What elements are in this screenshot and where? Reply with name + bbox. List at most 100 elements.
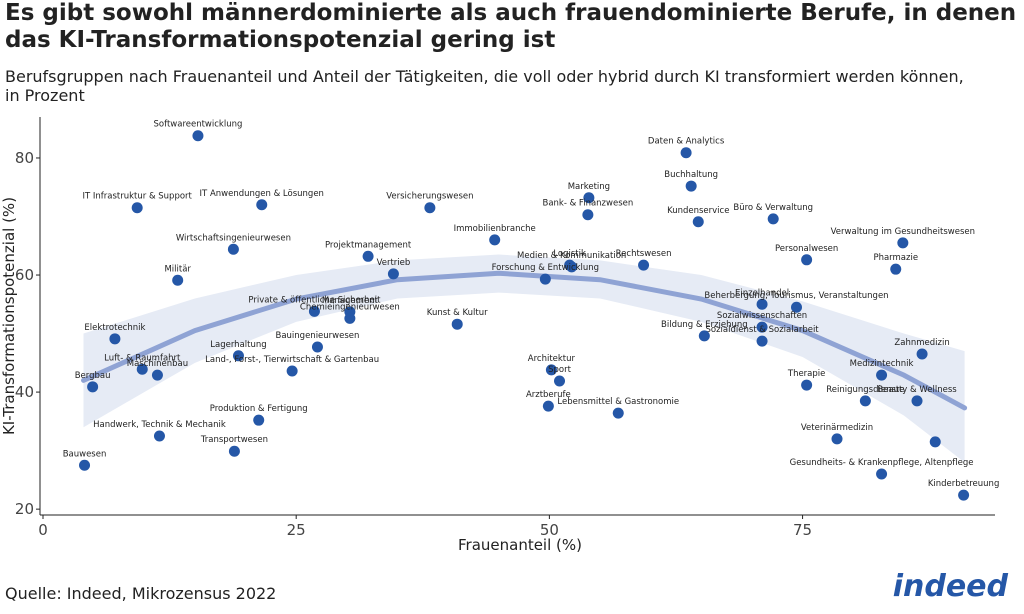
x-tick-label: 0 — [38, 521, 48, 539]
point — [790, 301, 802, 313]
point — [911, 395, 923, 407]
subtitle: Berufsgruppen nach Frauenanteil und Ante… — [5, 67, 964, 86]
point — [612, 407, 624, 419]
y-tick-label: 20 — [15, 500, 34, 518]
point-label: IT Infrastruktur & Support — [82, 192, 192, 202]
point — [876, 468, 888, 480]
point-label: Softwareentwicklung — [154, 120, 243, 130]
point-label: Vertrieb — [377, 258, 411, 268]
point-label: Zahnmedizin — [894, 338, 949, 348]
point-label: Architektur — [528, 354, 576, 364]
point-label: Daten & Analytics — [648, 137, 725, 147]
point — [308, 305, 320, 317]
y-tick-label: 80 — [15, 149, 34, 167]
point-label: Sozialdienst & Sozialarbeit — [705, 325, 819, 335]
point — [362, 250, 374, 262]
title: das KI-Transformationspotenzial gering i… — [5, 27, 555, 53]
point-label: Forschung & Entwicklung — [492, 263, 600, 273]
point-label: Rechtswesen — [616, 249, 672, 259]
point — [424, 202, 436, 214]
y-tick-label: 60 — [15, 266, 34, 284]
point-label: Medizintechnik — [850, 359, 914, 369]
point-label: Logistik — [553, 249, 586, 259]
point-label: Verwaltung im Gesundheitswesen — [831, 227, 975, 237]
point — [228, 445, 240, 457]
point-label: Maschinenbau — [127, 359, 188, 369]
source: Quelle: Indeed, Mikrozensus 2022 — [5, 584, 276, 603]
point-label: Reinigungsdienste — [826, 385, 904, 395]
point-label: Bank- & Finanzwesen — [542, 199, 633, 209]
point — [542, 400, 554, 412]
confidence-band — [83, 254, 965, 463]
x-tick-label: 25 — [287, 521, 306, 539]
point — [172, 274, 184, 286]
point-label: Lagerhaltung — [210, 340, 266, 350]
point-label: Produktion & Fertigung — [210, 404, 308, 414]
point — [151, 369, 163, 381]
point-label: Beauty & Wellness — [877, 385, 957, 395]
point-label: Versicherungswesen — [386, 192, 473, 202]
point-label: Lebensmittel & Gastronomie — [557, 397, 679, 407]
point — [253, 414, 265, 426]
logo: indeed — [893, 569, 1009, 604]
point — [79, 459, 91, 471]
point — [756, 298, 768, 310]
point — [756, 321, 768, 333]
point — [916, 348, 928, 360]
point — [489, 234, 501, 246]
point-label: Veterinärmedizin — [801, 423, 873, 433]
point — [876, 369, 888, 381]
point — [897, 237, 909, 249]
point — [698, 330, 710, 342]
point-label: Chemieingenieurwesen — [300, 302, 400, 312]
point — [767, 213, 779, 225]
point — [87, 381, 99, 393]
point-label: Marketing — [568, 182, 610, 192]
x-tick-label: 75 — [793, 521, 812, 539]
point-label: Private & öffentliche Sicherheit — [248, 295, 381, 305]
point-label: Kunst & Kultur — [427, 308, 488, 318]
point — [692, 216, 704, 228]
point-label: Immobilienbranche — [454, 224, 536, 234]
point — [564, 259, 576, 271]
point — [638, 259, 650, 271]
x-axis-label: Frauenanteil (%) — [458, 536, 582, 554]
point — [545, 364, 557, 376]
point-label: Arztberufe — [526, 390, 571, 400]
point-label: Bauwesen — [63, 449, 107, 459]
title: Es gibt sowohl männerdominierte als auch… — [5, 0, 1016, 26]
point-label: Medien & Kommunikation — [517, 251, 626, 261]
point — [387, 268, 399, 280]
point-label: Therapie — [787, 369, 826, 379]
point-label: Buchhaltung — [664, 170, 718, 180]
point-label: Land-, Forst-, Tierwirtschaft & Gartenba… — [205, 355, 379, 365]
point — [801, 254, 813, 266]
point — [109, 333, 121, 345]
point — [958, 489, 970, 501]
point — [286, 365, 298, 377]
point — [801, 379, 813, 391]
point-label: Personalwesen — [775, 244, 838, 254]
point — [831, 433, 843, 445]
point-label: Gesundheits- & Krankenpflege, Altenpfleg… — [790, 458, 974, 468]
point-label: Handwerk, Technik & Mechanik — [93, 420, 226, 430]
point — [685, 180, 697, 192]
point-label: Kundenservice — [667, 206, 729, 216]
point — [554, 375, 566, 387]
point-label: Militär — [164, 264, 191, 274]
point — [131, 202, 143, 214]
point-label: Pharmazie — [873, 253, 918, 263]
point — [344, 312, 356, 324]
point — [136, 363, 148, 375]
point-label: Projektmanagement — [325, 240, 412, 250]
point — [756, 335, 768, 347]
point — [680, 147, 692, 159]
point-label: Bildung & Erziehung — [661, 320, 748, 330]
point — [256, 199, 268, 211]
point-label: Sport — [548, 365, 571, 375]
point-label: Transportwesen — [200, 435, 268, 445]
point-label: Büro & Verwaltung — [733, 203, 813, 213]
point-label: Bergbau — [75, 371, 111, 381]
point-label: Bauingenieurwesen — [276, 331, 360, 341]
